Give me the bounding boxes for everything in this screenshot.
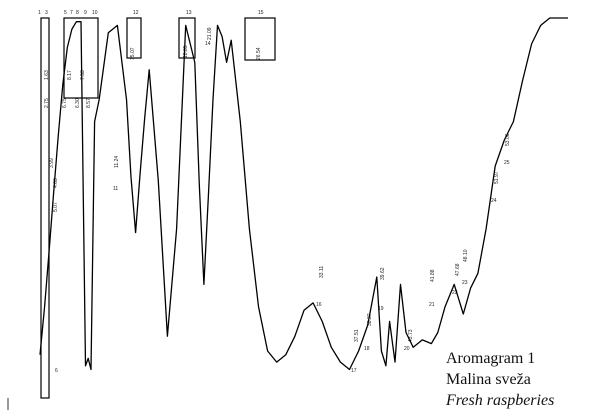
retention-label: 38.37 bbox=[367, 313, 373, 326]
peak-label: 19 bbox=[378, 306, 384, 312]
peak-labels: 6 11 14 16 17 18 19 20 21 22 23 24 25 bbox=[55, 41, 510, 374]
caption: Aromagram 1 Malina sveža Fresh raspberie… bbox=[446, 348, 596, 411]
retention-label: 47.68 bbox=[455, 263, 461, 276]
peak-label: 16 bbox=[316, 302, 322, 308]
elution-frames bbox=[40, 17, 276, 399]
retention-label: 39.62 bbox=[380, 267, 386, 280]
top-marker: 13 bbox=[186, 10, 192, 16]
peak-label: 14 bbox=[205, 41, 211, 47]
retention-label: 2.75 bbox=[44, 98, 50, 108]
retention-label: 8.57 bbox=[86, 98, 92, 108]
retention-label: 5.07 bbox=[53, 202, 59, 212]
top-marker: 9 bbox=[84, 10, 87, 16]
top-marker: 8 bbox=[76, 10, 79, 16]
top-marker: 1 bbox=[38, 10, 41, 16]
elution-frame bbox=[63, 17, 99, 99]
retention-label: 7.53 bbox=[80, 70, 86, 80]
retention-label: 6.75 bbox=[62, 98, 68, 108]
retention-label: 26.54 bbox=[256, 47, 262, 60]
peak-label: 17 bbox=[351, 368, 357, 374]
retention-label: 53.06 bbox=[505, 133, 511, 146]
retention-label: 48.10 bbox=[463, 249, 469, 262]
elution-frame bbox=[244, 17, 276, 61]
peak-label: 20 bbox=[404, 346, 410, 352]
retention-label: 3.99 bbox=[49, 158, 55, 168]
top-marker: 5 bbox=[64, 10, 67, 16]
peak-label: 22 bbox=[452, 290, 458, 296]
peak-label: 23 bbox=[462, 280, 468, 286]
caption-title: Aromagram 1 bbox=[446, 350, 536, 367]
chromatogram-trace bbox=[39, 17, 568, 371]
retention-label: 33.11 bbox=[319, 266, 325, 278]
top-marker: 15 bbox=[258, 10, 264, 16]
retention-label: 43.73 bbox=[408, 329, 414, 342]
peak-label: 6 bbox=[55, 368, 58, 374]
retention-label: 21.09 bbox=[207, 27, 213, 40]
peak-label: 21 bbox=[429, 302, 435, 308]
peak-label: 25 bbox=[504, 160, 510, 166]
retention-label: 1.63 bbox=[44, 70, 50, 80]
top-marker: 10 bbox=[92, 10, 98, 16]
peak-label: 18 bbox=[364, 346, 370, 352]
retention-label: 37.51 bbox=[354, 329, 360, 342]
peak-label: 11 bbox=[113, 186, 118, 192]
retention-label: 51.97 bbox=[494, 171, 500, 184]
retention-label: 11.24 bbox=[114, 156, 120, 168]
elution-frame bbox=[40, 17, 50, 399]
retention-labels: 5.07 4.63 3.99 2.75 1.63 6.75 6.30 8.17 7.53 8.57… bbox=[44, 27, 511, 342]
retention-label: 8.17 bbox=[67, 70, 73, 80]
elution-frame bbox=[178, 17, 196, 59]
top-marker: 3 bbox=[45, 10, 48, 16]
retention-label: 18.85 bbox=[183, 45, 189, 58]
retention-label: 4.63 bbox=[53, 178, 59, 188]
retention-label: 6.30 bbox=[75, 98, 81, 108]
caption-sample: Malina sveža bbox=[446, 371, 531, 388]
elution-frame bbox=[126, 17, 142, 59]
retention-label: 15.07 bbox=[130, 47, 136, 60]
top-markers: 1 3 5 7 8 9 10 12 13 15 bbox=[38, 10, 264, 16]
peak-label: 24 bbox=[491, 198, 497, 204]
top-marker: 12 bbox=[133, 10, 139, 16]
top-marker: 7 bbox=[70, 10, 73, 16]
retention-label: 41.88 bbox=[430, 269, 436, 282]
caption-sample-english: Fresh raspberies bbox=[446, 392, 555, 409]
